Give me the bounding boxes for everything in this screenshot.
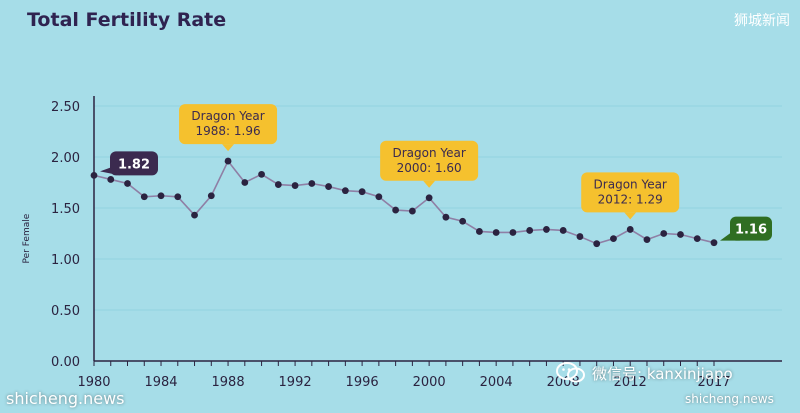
data-point bbox=[442, 213, 450, 221]
data-point bbox=[341, 187, 349, 195]
x-tick-label: 1984 bbox=[144, 375, 177, 390]
callout-label: 1988: 1.96 bbox=[195, 124, 260, 138]
callout-pointer bbox=[100, 167, 120, 176]
y-tick-label: 1.50 bbox=[51, 202, 80, 217]
data-point bbox=[492, 229, 500, 236]
x-tick-label: 1992 bbox=[279, 375, 312, 390]
data-point bbox=[392, 206, 400, 214]
source-label: 狮城新闻 bbox=[734, 13, 790, 29]
data-point bbox=[476, 228, 483, 235]
x-tick-label: 1996 bbox=[346, 375, 379, 390]
watermark-right: shicheng.news bbox=[685, 392, 774, 406]
data-point bbox=[191, 211, 198, 219]
data-point bbox=[325, 183, 332, 190]
annotation-callout: 1.16 bbox=[720, 216, 772, 241]
callout-label: Dragon Year bbox=[191, 109, 264, 123]
data-point bbox=[157, 192, 165, 200]
wechat-icon bbox=[556, 362, 585, 383]
x-tick-label: 1980 bbox=[77, 375, 110, 390]
data-point bbox=[576, 233, 584, 240]
data-point bbox=[291, 182, 299, 189]
x-tick-label: 2012 bbox=[614, 375, 647, 390]
callout-box bbox=[730, 216, 772, 241]
data-point bbox=[274, 181, 282, 188]
data-point bbox=[526, 227, 534, 234]
data-point bbox=[107, 176, 115, 183]
callout-pointer bbox=[423, 180, 436, 188]
y-tick-label: 2.50 bbox=[51, 100, 80, 115]
callout-box bbox=[110, 151, 158, 176]
data-point bbox=[559, 227, 567, 234]
y-tick-label: 2.00 bbox=[51, 151, 80, 166]
data-point bbox=[258, 170, 265, 178]
data-point bbox=[593, 240, 601, 248]
data-point bbox=[308, 180, 316, 187]
watermark-left: shicheng.news bbox=[6, 389, 125, 408]
callout-label: 2000: 1.60 bbox=[397, 161, 462, 175]
callout-box bbox=[179, 104, 278, 145]
callout-label: 2012: 1.29 bbox=[598, 192, 663, 206]
callout-label: 1.16 bbox=[735, 223, 767, 238]
data-point bbox=[509, 229, 517, 236]
y-tick-label: 1.00 bbox=[51, 253, 80, 268]
callout-box bbox=[581, 172, 680, 213]
data-point bbox=[626, 226, 634, 233]
data-point bbox=[90, 171, 98, 179]
x-tick-label: 1988 bbox=[212, 375, 245, 390]
callout-label: 1.82 bbox=[118, 157, 150, 172]
data-point bbox=[207, 192, 215, 200]
data-point bbox=[643, 236, 651, 244]
y-tick-label: 0.00 bbox=[51, 355, 80, 370]
data-point bbox=[543, 226, 550, 233]
y-axis-label: Per Female bbox=[22, 213, 32, 263]
data-point bbox=[425, 194, 433, 202]
data-point bbox=[408, 207, 416, 215]
data-point bbox=[241, 179, 249, 186]
data-point bbox=[358, 188, 366, 196]
callout-label: Dragon Year bbox=[594, 177, 667, 191]
weixin-watermark: 微信号: kanxinjiapo bbox=[556, 362, 733, 384]
data-point bbox=[610, 235, 617, 243]
data-point bbox=[660, 230, 668, 237]
x-tick-label: 2004 bbox=[480, 375, 513, 390]
weixin-id: 微信号: kanxinjiapo bbox=[592, 364, 733, 383]
y-tick-label: 0.50 bbox=[51, 304, 80, 319]
data-point bbox=[677, 231, 684, 238]
chart-title: Total Fertility Rate bbox=[27, 9, 227, 31]
callout-pointer bbox=[624, 212, 637, 220]
data-point bbox=[693, 235, 701, 243]
data-point bbox=[224, 157, 232, 165]
data-point bbox=[375, 193, 383, 201]
data-point bbox=[710, 239, 718, 247]
callout-label: Dragon Year bbox=[392, 146, 465, 160]
data-point bbox=[140, 193, 148, 201]
x-tick-label: 2017 bbox=[697, 375, 730, 390]
callout-pointer bbox=[222, 144, 235, 152]
data-point bbox=[459, 217, 467, 225]
data-point bbox=[174, 193, 182, 201]
annotation-callout: 1.82 bbox=[100, 151, 158, 176]
x-tick-label: 2000 bbox=[413, 375, 446, 390]
callout-pointer bbox=[720, 232, 740, 241]
callout-box bbox=[380, 140, 479, 181]
data-point bbox=[124, 180, 131, 187]
